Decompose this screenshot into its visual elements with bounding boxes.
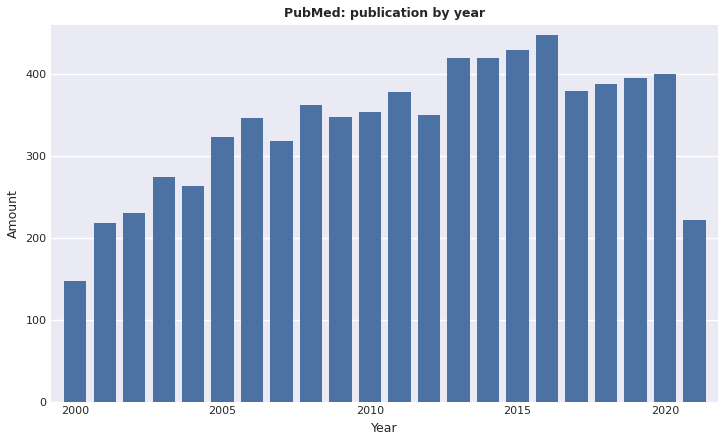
Bar xyxy=(447,58,470,402)
Bar xyxy=(684,220,705,402)
Bar xyxy=(477,58,499,402)
Bar xyxy=(64,281,86,402)
Bar xyxy=(212,137,233,402)
Bar xyxy=(359,112,381,402)
Bar xyxy=(624,79,647,402)
Bar xyxy=(389,92,410,402)
Bar xyxy=(94,223,115,402)
Bar xyxy=(182,187,204,402)
Bar xyxy=(241,118,263,402)
Bar xyxy=(654,74,676,402)
Title: PubMed: publication by year: PubMed: publication by year xyxy=(284,7,485,20)
Y-axis label: Amount: Amount xyxy=(7,189,20,238)
Bar xyxy=(566,91,587,402)
Bar xyxy=(418,115,440,402)
X-axis label: Year: Year xyxy=(371,422,398,435)
Bar xyxy=(270,141,293,402)
Bar xyxy=(123,213,145,402)
Bar xyxy=(536,35,558,402)
Bar xyxy=(507,50,529,402)
Bar xyxy=(300,106,322,402)
Bar xyxy=(152,177,175,402)
Bar xyxy=(329,117,352,402)
Bar xyxy=(595,84,617,402)
